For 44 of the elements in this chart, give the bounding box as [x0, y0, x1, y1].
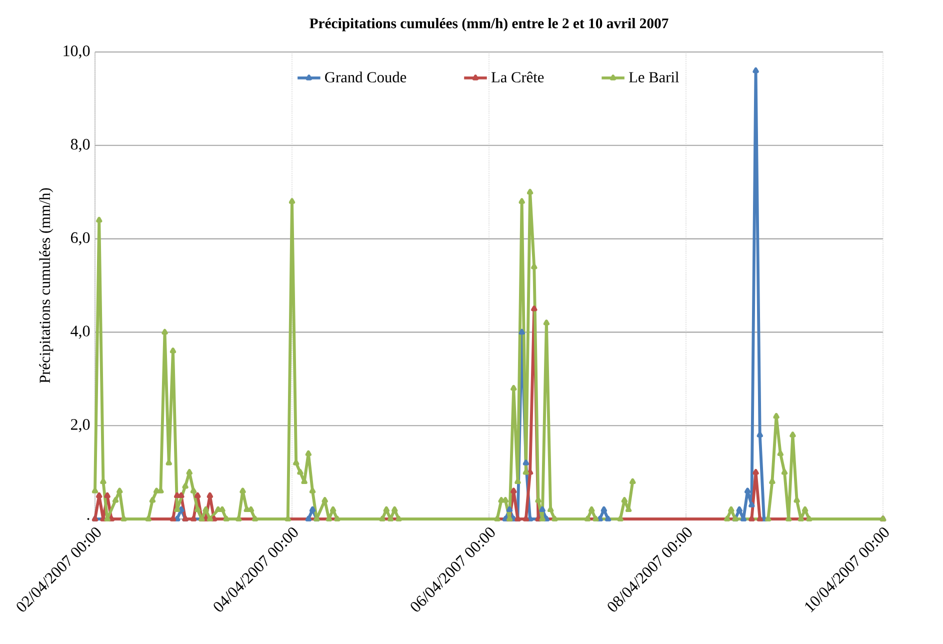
point — [108, 516, 115, 522]
point — [600, 506, 608, 512]
point — [752, 67, 759, 74]
point — [526, 468, 534, 475]
y-tick-label: 10,0 — [64, 45, 90, 59]
point — [510, 488, 517, 494]
point — [748, 516, 755, 522]
point — [194, 492, 201, 498]
y-tick-label: 8,0 — [70, 138, 90, 152]
legend-label: Le Baril — [629, 72, 679, 82]
point — [531, 306, 538, 312]
point — [174, 516, 180, 522]
y-tick-label: 2,0 — [71, 419, 90, 432]
point — [748, 502, 755, 508]
point — [522, 460, 530, 466]
point — [104, 492, 110, 498]
point — [604, 516, 612, 522]
point — [756, 432, 763, 438]
point — [305, 516, 312, 522]
point — [210, 516, 218, 522]
point — [309, 506, 316, 512]
point — [96, 492, 102, 498]
y-axis-title: Précipitations cumulées (mm/h) — [39, 188, 54, 383]
point — [596, 516, 603, 522]
chart-title: Précipitations cumulées (mm/h) entre le 2 et 10 avril 2007 — [310, 18, 668, 32]
point — [506, 506, 513, 512]
point — [744, 488, 751, 494]
point — [736, 506, 742, 512]
y-tick-label: . — [87, 518, 90, 520]
point — [752, 468, 759, 475]
y-tick-label: 6,0 — [70, 232, 90, 246]
point — [518, 328, 525, 335]
point — [206, 492, 214, 498]
point — [756, 516, 763, 522]
legend-label: La Crête — [491, 72, 544, 82]
legend-label: Grand Coude — [325, 72, 406, 82]
point — [539, 506, 546, 512]
point — [543, 516, 550, 522]
point — [190, 516, 197, 522]
point — [502, 516, 509, 522]
point — [526, 516, 534, 522]
y-tick-label: 4,0 — [70, 326, 90, 339]
point — [522, 516, 530, 522]
point — [170, 516, 176, 522]
